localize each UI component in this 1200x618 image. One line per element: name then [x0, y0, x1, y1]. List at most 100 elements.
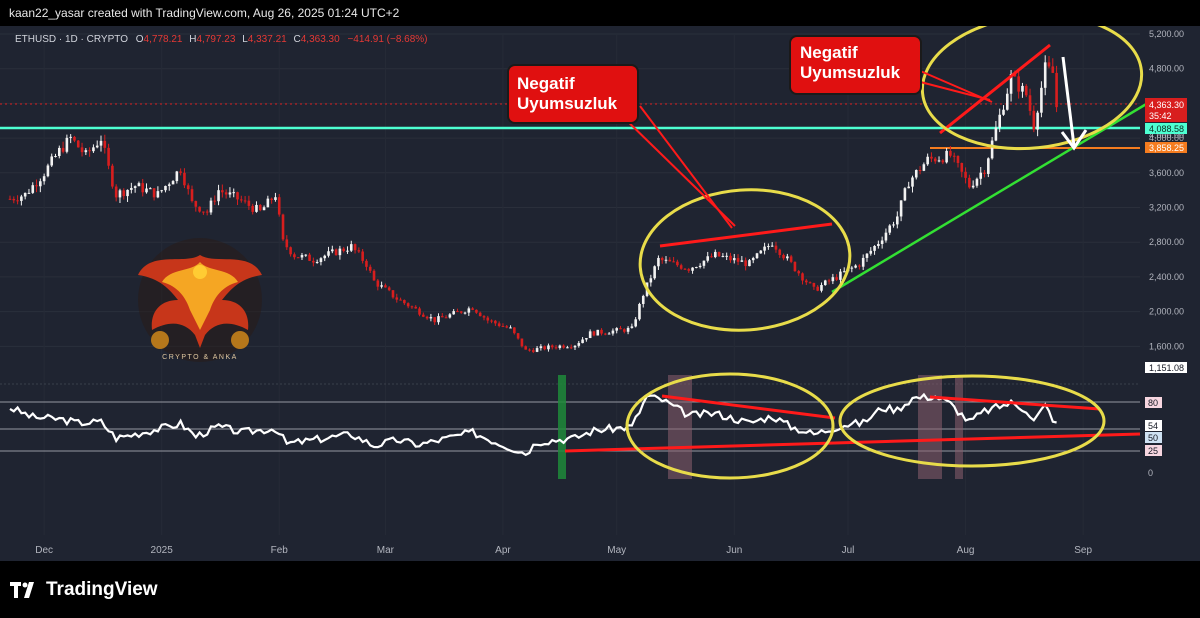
candle-body: [57, 147, 61, 157]
candle-body: [186, 185, 190, 190]
candle-body: [577, 343, 581, 346]
candle-body: [949, 150, 952, 156]
candle-body: [672, 261, 675, 263]
callout-left-line2: Uyumsuzluk: [517, 94, 618, 113]
candle-body: [573, 345, 577, 348]
candle-body: [729, 255, 732, 261]
candle-body: [793, 261, 797, 272]
candle-body: [748, 260, 751, 267]
candle-body: [228, 192, 232, 195]
candle-body: [76, 140, 80, 148]
footer-brand: TradingView: [46, 579, 158, 600]
candle-body: [1013, 74, 1017, 77]
attribution-bar: kaan22_yasar created with TradingView.co…: [0, 0, 1200, 26]
candle-body: [1032, 110, 1036, 130]
candle-body: [376, 280, 380, 287]
low-label: L: [242, 34, 248, 45]
candle-body: [338, 248, 342, 256]
candle-body: [835, 277, 838, 280]
candle-body: [486, 317, 490, 321]
candle-body: [490, 320, 493, 322]
chart-canvas[interactable]: CRYPTO & ANKA: [0, 26, 1200, 561]
candle-body: [816, 286, 819, 291]
candle-body: [497, 323, 501, 327]
candle-body: [516, 333, 520, 339]
countdown-tag: 35:42: [1149, 111, 1172, 121]
candle-body: [42, 176, 46, 182]
candle-body: [717, 251, 721, 257]
candle-body: [660, 257, 664, 261]
candle-body: [615, 328, 619, 331]
candle-body: [554, 347, 558, 349]
green-line-tag: 4,088.58: [1149, 124, 1184, 134]
price-axis[interactable]: 5,200.004,800.004,400.004,000.003,600.00…: [1149, 29, 1184, 351]
candle-body: [437, 316, 440, 323]
candle-body: [873, 245, 876, 251]
candle-body: [482, 316, 486, 318]
divergence-line-rsi-1: [661, 394, 836, 420]
time-tick-label: Apr: [495, 545, 511, 556]
candle-body: [732, 258, 736, 261]
candle-body: [107, 147, 110, 166]
callout-left-line1: Negatif: [517, 74, 575, 93]
candle-body: [763, 246, 766, 251]
callout-left: Negatif Uyumsuzluk: [507, 64, 736, 229]
candle-body: [92, 147, 95, 152]
candle-body: [869, 250, 873, 254]
symbol-name: ETHUSD · 1D · CRYPTO: [15, 34, 128, 45]
candle-body: [657, 257, 660, 267]
candle-body: [585, 338, 588, 340]
candle-body: [770, 245, 774, 247]
candle-body: [247, 200, 251, 206]
candle-body: [801, 273, 804, 281]
candle-body: [922, 164, 926, 171]
time-tick-label: Sep: [1074, 545, 1092, 556]
candle-body: [952, 155, 956, 157]
attribution-text: kaan22_yasar created with TradingView.co…: [9, 6, 400, 20]
chart-area[interactable]: CRYPTO & ANKA: [0, 26, 1200, 561]
candle-body: [236, 192, 239, 200]
candle-body: [979, 172, 983, 179]
candle-body: [357, 250, 361, 252]
candle-body: [842, 271, 846, 273]
candle-body: [54, 156, 57, 158]
rsi-highlight-green: [558, 375, 566, 479]
candle-body: [649, 278, 653, 283]
candle-body: [850, 267, 854, 269]
down-arrow: [1060, 56, 1088, 151]
candle-body: [888, 225, 892, 233]
price-tick-label: 3,600.00: [1149, 168, 1184, 178]
candle-body: [403, 300, 406, 304]
candle-body: [296, 257, 300, 259]
time-axis[interactable]: Dec 2025 Feb Mar Apr May Jun Jul Aug Sep: [35, 545, 1092, 556]
candle-body: [406, 303, 410, 307]
candle-body: [285, 239, 289, 248]
symbol-row: ETHUSD · 1D · CRYPTO O4,778.21 H4,797.23…: [15, 34, 428, 45]
candle-body: [35, 185, 38, 187]
candle-body: [334, 249, 338, 256]
candle-body: [710, 256, 713, 258]
candle-body: [911, 177, 914, 187]
candle-body: [687, 269, 691, 271]
candle-body: [232, 192, 236, 194]
ellipse-rsi-1: [625, 372, 835, 480]
tradingview-logo[interactable]: TradingView: [10, 579, 158, 601]
candle-body: [368, 266, 372, 271]
candle-body: [937, 160, 941, 162]
candle-body: [463, 312, 467, 314]
candle-body: [569, 347, 573, 349]
candle-body: [349, 244, 353, 251]
indicator-top-tag: 1,151.08: [1149, 363, 1184, 373]
candle-body: [861, 257, 865, 267]
candle-body: [459, 311, 463, 313]
candle-body: [611, 330, 615, 334]
candle-body: [342, 248, 345, 252]
candle-body: [990, 140, 994, 159]
candle-body: [126, 189, 129, 197]
candle-body: [634, 319, 637, 327]
candle-body: [683, 268, 687, 270]
candle-body: [152, 188, 156, 198]
hidden-tick: 4,000.00: [1149, 130, 1184, 140]
callout-right: Negatif Uyumsuzluk: [789, 35, 993, 103]
candle-body: [31, 185, 35, 193]
